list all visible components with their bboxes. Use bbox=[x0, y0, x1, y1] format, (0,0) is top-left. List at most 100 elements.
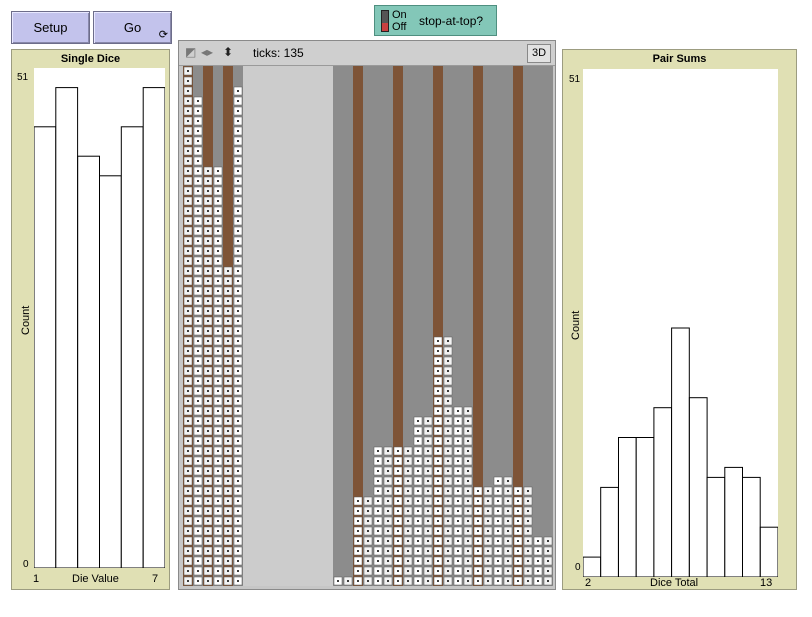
y-min-label: 0 bbox=[575, 562, 581, 573]
die bbox=[223, 396, 233, 406]
die bbox=[193, 296, 203, 306]
die bbox=[393, 466, 403, 476]
die bbox=[383, 546, 393, 556]
die bbox=[203, 466, 213, 476]
go-button[interactable]: Go ⟳ bbox=[93, 11, 172, 44]
die bbox=[213, 246, 223, 256]
die bbox=[183, 426, 193, 436]
die bbox=[183, 436, 193, 446]
die bbox=[543, 576, 553, 586]
die bbox=[183, 336, 193, 346]
die bbox=[453, 576, 463, 586]
die bbox=[533, 546, 543, 556]
die bbox=[483, 496, 493, 506]
die bbox=[493, 546, 503, 556]
die bbox=[183, 466, 193, 476]
die bbox=[223, 346, 233, 356]
die bbox=[193, 556, 203, 566]
die bbox=[523, 546, 533, 556]
die bbox=[223, 546, 233, 556]
die bbox=[433, 486, 443, 496]
zoom-arrows-icon[interactable]: ⬍ bbox=[223, 45, 234, 59]
die bbox=[483, 486, 493, 496]
switch-off-label: Off bbox=[392, 21, 407, 33]
die bbox=[233, 316, 243, 326]
die bbox=[513, 546, 523, 556]
die bbox=[513, 506, 523, 516]
die bbox=[483, 566, 493, 576]
die bbox=[503, 566, 513, 576]
shape-tool-icon[interactable]: ◩ bbox=[185, 45, 197, 59]
die bbox=[213, 486, 223, 496]
die bbox=[493, 556, 503, 566]
setup-button[interactable]: Setup bbox=[11, 11, 90, 44]
world-canvas[interactable] bbox=[183, 66, 553, 586]
die bbox=[183, 346, 193, 356]
die bbox=[453, 566, 463, 576]
die bbox=[193, 446, 203, 456]
die bbox=[193, 536, 203, 546]
die bbox=[193, 246, 203, 256]
die bbox=[453, 516, 463, 526]
die bbox=[443, 396, 453, 406]
die bbox=[233, 196, 243, 206]
die bbox=[463, 436, 473, 446]
die bbox=[443, 376, 453, 386]
die bbox=[193, 516, 203, 526]
stop-at-top-switch[interactable]: On Off stop-at-top? bbox=[374, 5, 497, 36]
die bbox=[203, 216, 213, 226]
die bbox=[443, 426, 453, 436]
die bbox=[473, 576, 483, 586]
die bbox=[203, 456, 213, 466]
die bbox=[533, 576, 543, 586]
world-view[interactable]: ◩ ◂▸ ⬍ ticks: 135 3D bbox=[178, 40, 556, 590]
die bbox=[473, 516, 483, 526]
die bbox=[213, 226, 223, 236]
switch-lever-icon[interactable] bbox=[381, 10, 389, 32]
die bbox=[183, 536, 193, 546]
die bbox=[213, 466, 223, 476]
die bbox=[203, 276, 213, 286]
die bbox=[213, 516, 223, 526]
die bbox=[233, 566, 243, 576]
die bbox=[233, 106, 243, 116]
x-axis-label: Die Value bbox=[72, 573, 119, 585]
die bbox=[473, 496, 483, 506]
die bbox=[413, 436, 423, 446]
die bbox=[493, 526, 503, 536]
die bbox=[233, 266, 243, 276]
die bbox=[203, 446, 213, 456]
die bbox=[183, 386, 193, 396]
die bbox=[453, 486, 463, 496]
die bbox=[433, 356, 443, 366]
die bbox=[183, 206, 193, 216]
die bbox=[383, 496, 393, 506]
die bbox=[193, 146, 203, 156]
die bbox=[223, 276, 233, 286]
die bbox=[483, 506, 493, 516]
die bbox=[193, 486, 203, 496]
die bbox=[503, 476, 513, 486]
die bbox=[513, 556, 523, 566]
die bbox=[183, 396, 193, 406]
die bbox=[233, 86, 243, 96]
die bbox=[473, 486, 483, 496]
forever-icon: ⟳ bbox=[158, 29, 168, 41]
die bbox=[543, 566, 553, 576]
speed-arrows-icon[interactable]: ◂▸ bbox=[201, 45, 214, 59]
die bbox=[223, 386, 233, 396]
die bbox=[183, 416, 193, 426]
die bbox=[443, 546, 453, 556]
die bbox=[453, 496, 463, 506]
die bbox=[423, 426, 433, 436]
die bbox=[193, 126, 203, 136]
x-max-label: 13 bbox=[760, 577, 773, 589]
die bbox=[223, 426, 233, 436]
die bbox=[373, 546, 383, 556]
x-min-label: 2 bbox=[585, 577, 592, 589]
die bbox=[183, 486, 193, 496]
3d-button[interactable]: 3D bbox=[527, 44, 551, 63]
die bbox=[403, 486, 413, 496]
die bbox=[413, 496, 423, 506]
die bbox=[203, 236, 213, 246]
